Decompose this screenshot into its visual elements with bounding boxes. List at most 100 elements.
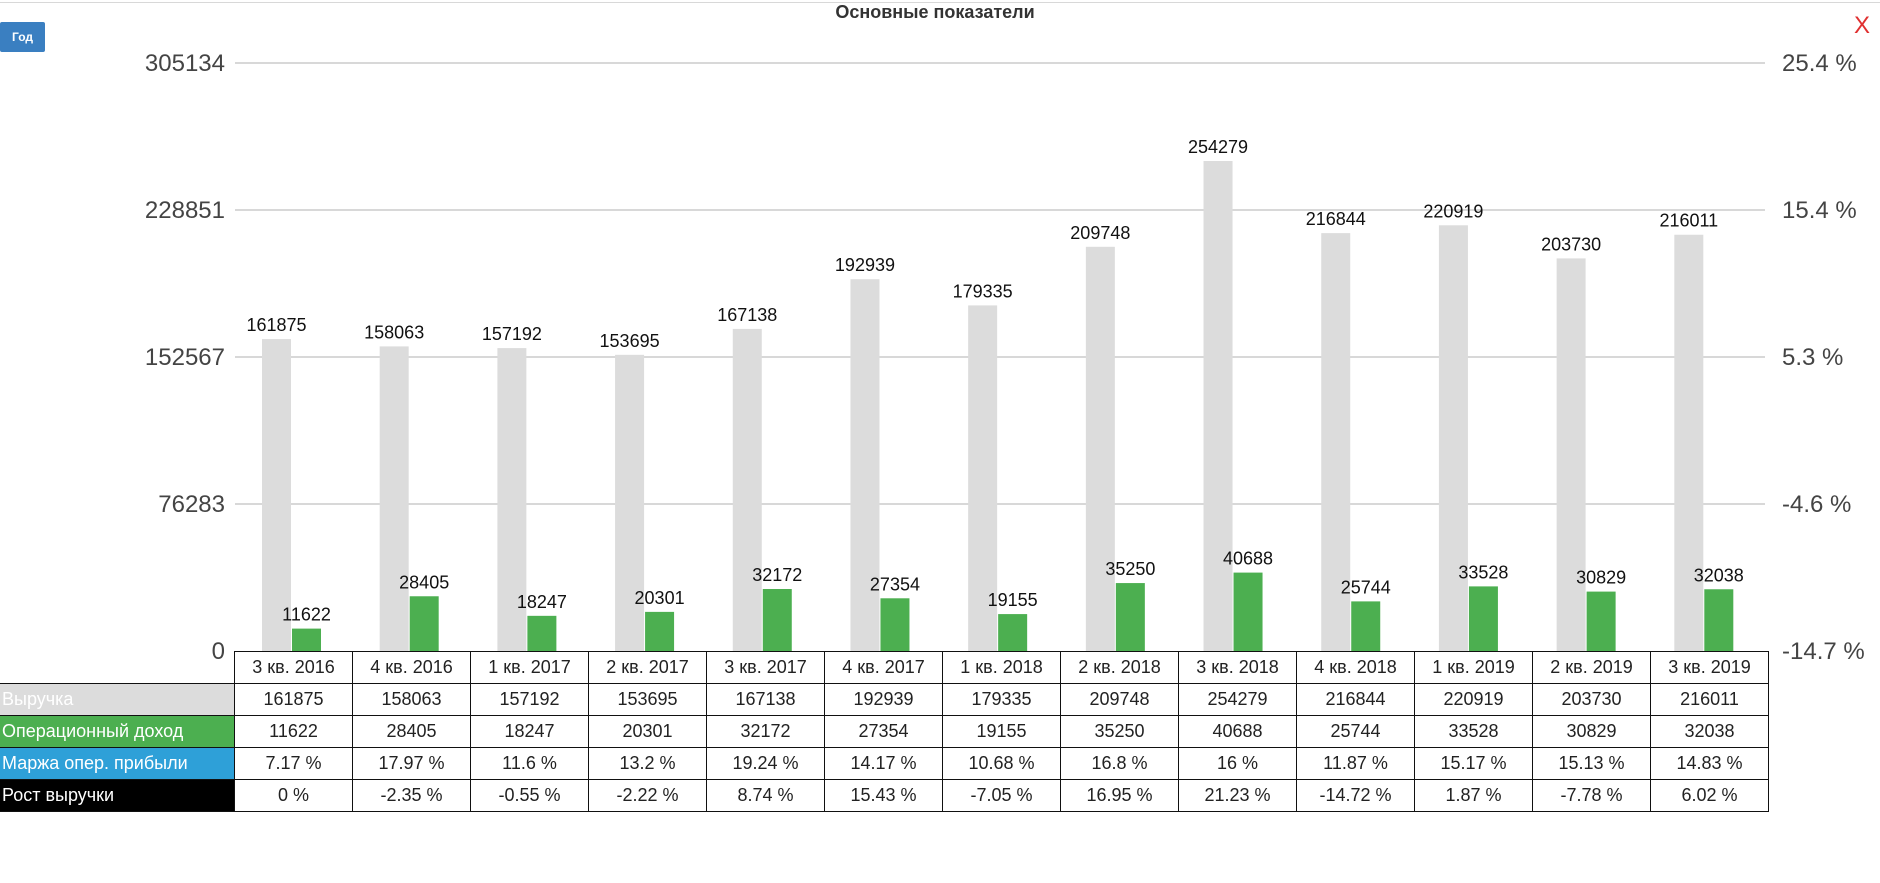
op-income-bar[interactable] [1115,583,1145,651]
y2-tick-label: 15.4 % [1782,197,1857,224]
table-cell: 15.17 % [1414,747,1533,780]
table-row-margin: Маржа опер. прибыли 7.17 % 17.97 % 11.6 % 13… [0,747,1769,780]
table-cell: 16.95 % [1060,779,1179,812]
table-cell: -14.72 % [1296,779,1415,812]
x-tick-label: 2 кв. 2018 [1060,651,1179,684]
table-cell: 0 % [234,779,353,812]
close-icon[interactable]: X [1848,12,1876,40]
table-cell: -7.05 % [942,779,1061,812]
op-income-data-label: 35250 [1105,559,1155,579]
x-tick-label: 4 кв. 2017 [824,651,943,684]
op-income-data-label: 18247 [517,592,567,612]
op-income-data-label: 20301 [635,588,685,608]
op-income-bar[interactable] [1468,586,1498,651]
op-income-data-label: 19155 [988,590,1038,610]
op-income-bar[interactable] [880,598,910,651]
x-tick-label: 3 кв. 2019 [1650,651,1769,684]
revenue-data-label: 220919 [1423,201,1483,221]
table-cell: 153695 [588,683,707,716]
revenue-bar[interactable] [1438,225,1468,651]
op-income-bar[interactable] [645,611,675,651]
row-label: Рост выручки [0,779,235,812]
table-cell: 25744 [1296,715,1415,748]
revenue-bar[interactable] [1674,234,1704,651]
period-year-button[interactable]: Год [0,22,45,52]
y-tick-label: 152567 [145,344,225,371]
op-income-bar[interactable] [998,614,1028,651]
revenue-bar[interactable] [850,279,880,651]
right-axis-ticks: -14.7 % -4.6 % 5.3 % 15.4 % 25.4 % [1782,50,1865,660]
op-income-bar[interactable] [762,589,792,651]
revenue-bar[interactable] [968,305,998,651]
op-income-bar[interactable] [527,615,557,651]
op-income-data-label: 32038 [1694,565,1744,585]
gridlines [235,62,1765,505]
op-income-data-label: 25744 [1341,577,1391,597]
table-cell: 8.74 % [706,779,825,812]
x-tick-label: 4 кв. 2016 [352,651,471,684]
data-labels: 161875 11622 158063 28405 157192 18247 153695 2… [246,137,1743,625]
revenue-bar[interactable] [262,339,291,651]
op-income-bar[interactable] [1586,591,1616,651]
y2-tick-label: 5.3 % [1782,344,1843,371]
table-cell: 14.83 % [1650,747,1769,780]
op-income-bar[interactable] [292,628,321,651]
row-label: Выручка [0,683,235,716]
revenue-data-label: 216011 [1659,211,1718,231]
revenue-data-label: 161875 [246,315,306,335]
table-cell: 18247 [470,715,589,748]
op-income-bar[interactable] [1351,601,1381,651]
op-income-data-label: 40688 [1223,549,1273,569]
revenue-bar[interactable] [497,348,527,651]
table-cell: 10.68 % [942,747,1061,780]
op-income-bar[interactable] [1233,572,1263,651]
revenue-data-label: 216844 [1306,209,1366,229]
table-cell: 19155 [942,715,1061,748]
revenue-data-label: 203730 [1541,234,1601,254]
op-income-data-label: 32172 [752,565,802,585]
op-income-data-label: 30829 [1576,568,1626,588]
table-cell: 15.43 % [824,779,943,812]
table-cell: 11.6 % [470,747,589,780]
revenue-bar[interactable] [1203,160,1233,651]
x-tick-label: 3 кв. 2018 [1178,651,1297,684]
y-tick-label: 305134 [145,50,225,77]
table-cell: 157192 [470,683,589,716]
table-cell: 13.2 % [588,747,707,780]
revenue-data-label: 158063 [364,322,424,342]
op-income-bar[interactable] [409,596,439,651]
table-cell: 216844 [1296,683,1415,716]
table-cell: 21.23 % [1178,779,1297,812]
revenue-bar[interactable] [732,328,762,651]
revenue-bar[interactable] [1556,258,1586,651]
table-header-row: 3 кв. 2016 4 кв. 2016 1 кв. 2017 2 кв. 2017… [0,651,1769,684]
table-cell: -7.78 % [1532,779,1651,812]
op-income-bar[interactable] [1704,589,1734,651]
table-cell: 158063 [352,683,471,716]
table-cell: -0.55 % [470,779,589,812]
table-cell: 16 % [1178,747,1297,780]
top-divider [0,2,1880,3]
x-tick-label: 2 кв. 2019 [1532,651,1651,684]
table-cell: 40688 [1178,715,1297,748]
revenue-bar[interactable] [1085,246,1115,651]
revenue-data-label: 179335 [953,281,1013,301]
op-income-data-label: 27354 [870,574,920,594]
table-cell: 254279 [1178,683,1297,716]
table-cell: 216011 [1650,683,1769,716]
left-axis-ticks: 0 76283 152567 228851 305134 [145,50,225,660]
table-cell: 209748 [1060,683,1179,716]
table-cell: 6.02 % [1650,779,1769,812]
row-label: Маржа опер. прибыли [0,747,235,780]
revenue-bar[interactable] [1321,233,1351,652]
x-tick-label: 3 кв. 2017 [706,651,825,684]
table-cell: 35250 [1060,715,1179,748]
revenue-bar[interactable] [615,354,645,651]
table-cell: 11622 [234,715,353,748]
y2-tick-label: 25.4 % [1782,50,1857,77]
table-cell: 27354 [824,715,943,748]
revenue-bar[interactable] [379,346,409,651]
table-cell: 11.87 % [1296,747,1415,780]
table-cell: 161875 [234,683,353,716]
x-tick-label: 3 кв. 2016 [234,651,353,684]
